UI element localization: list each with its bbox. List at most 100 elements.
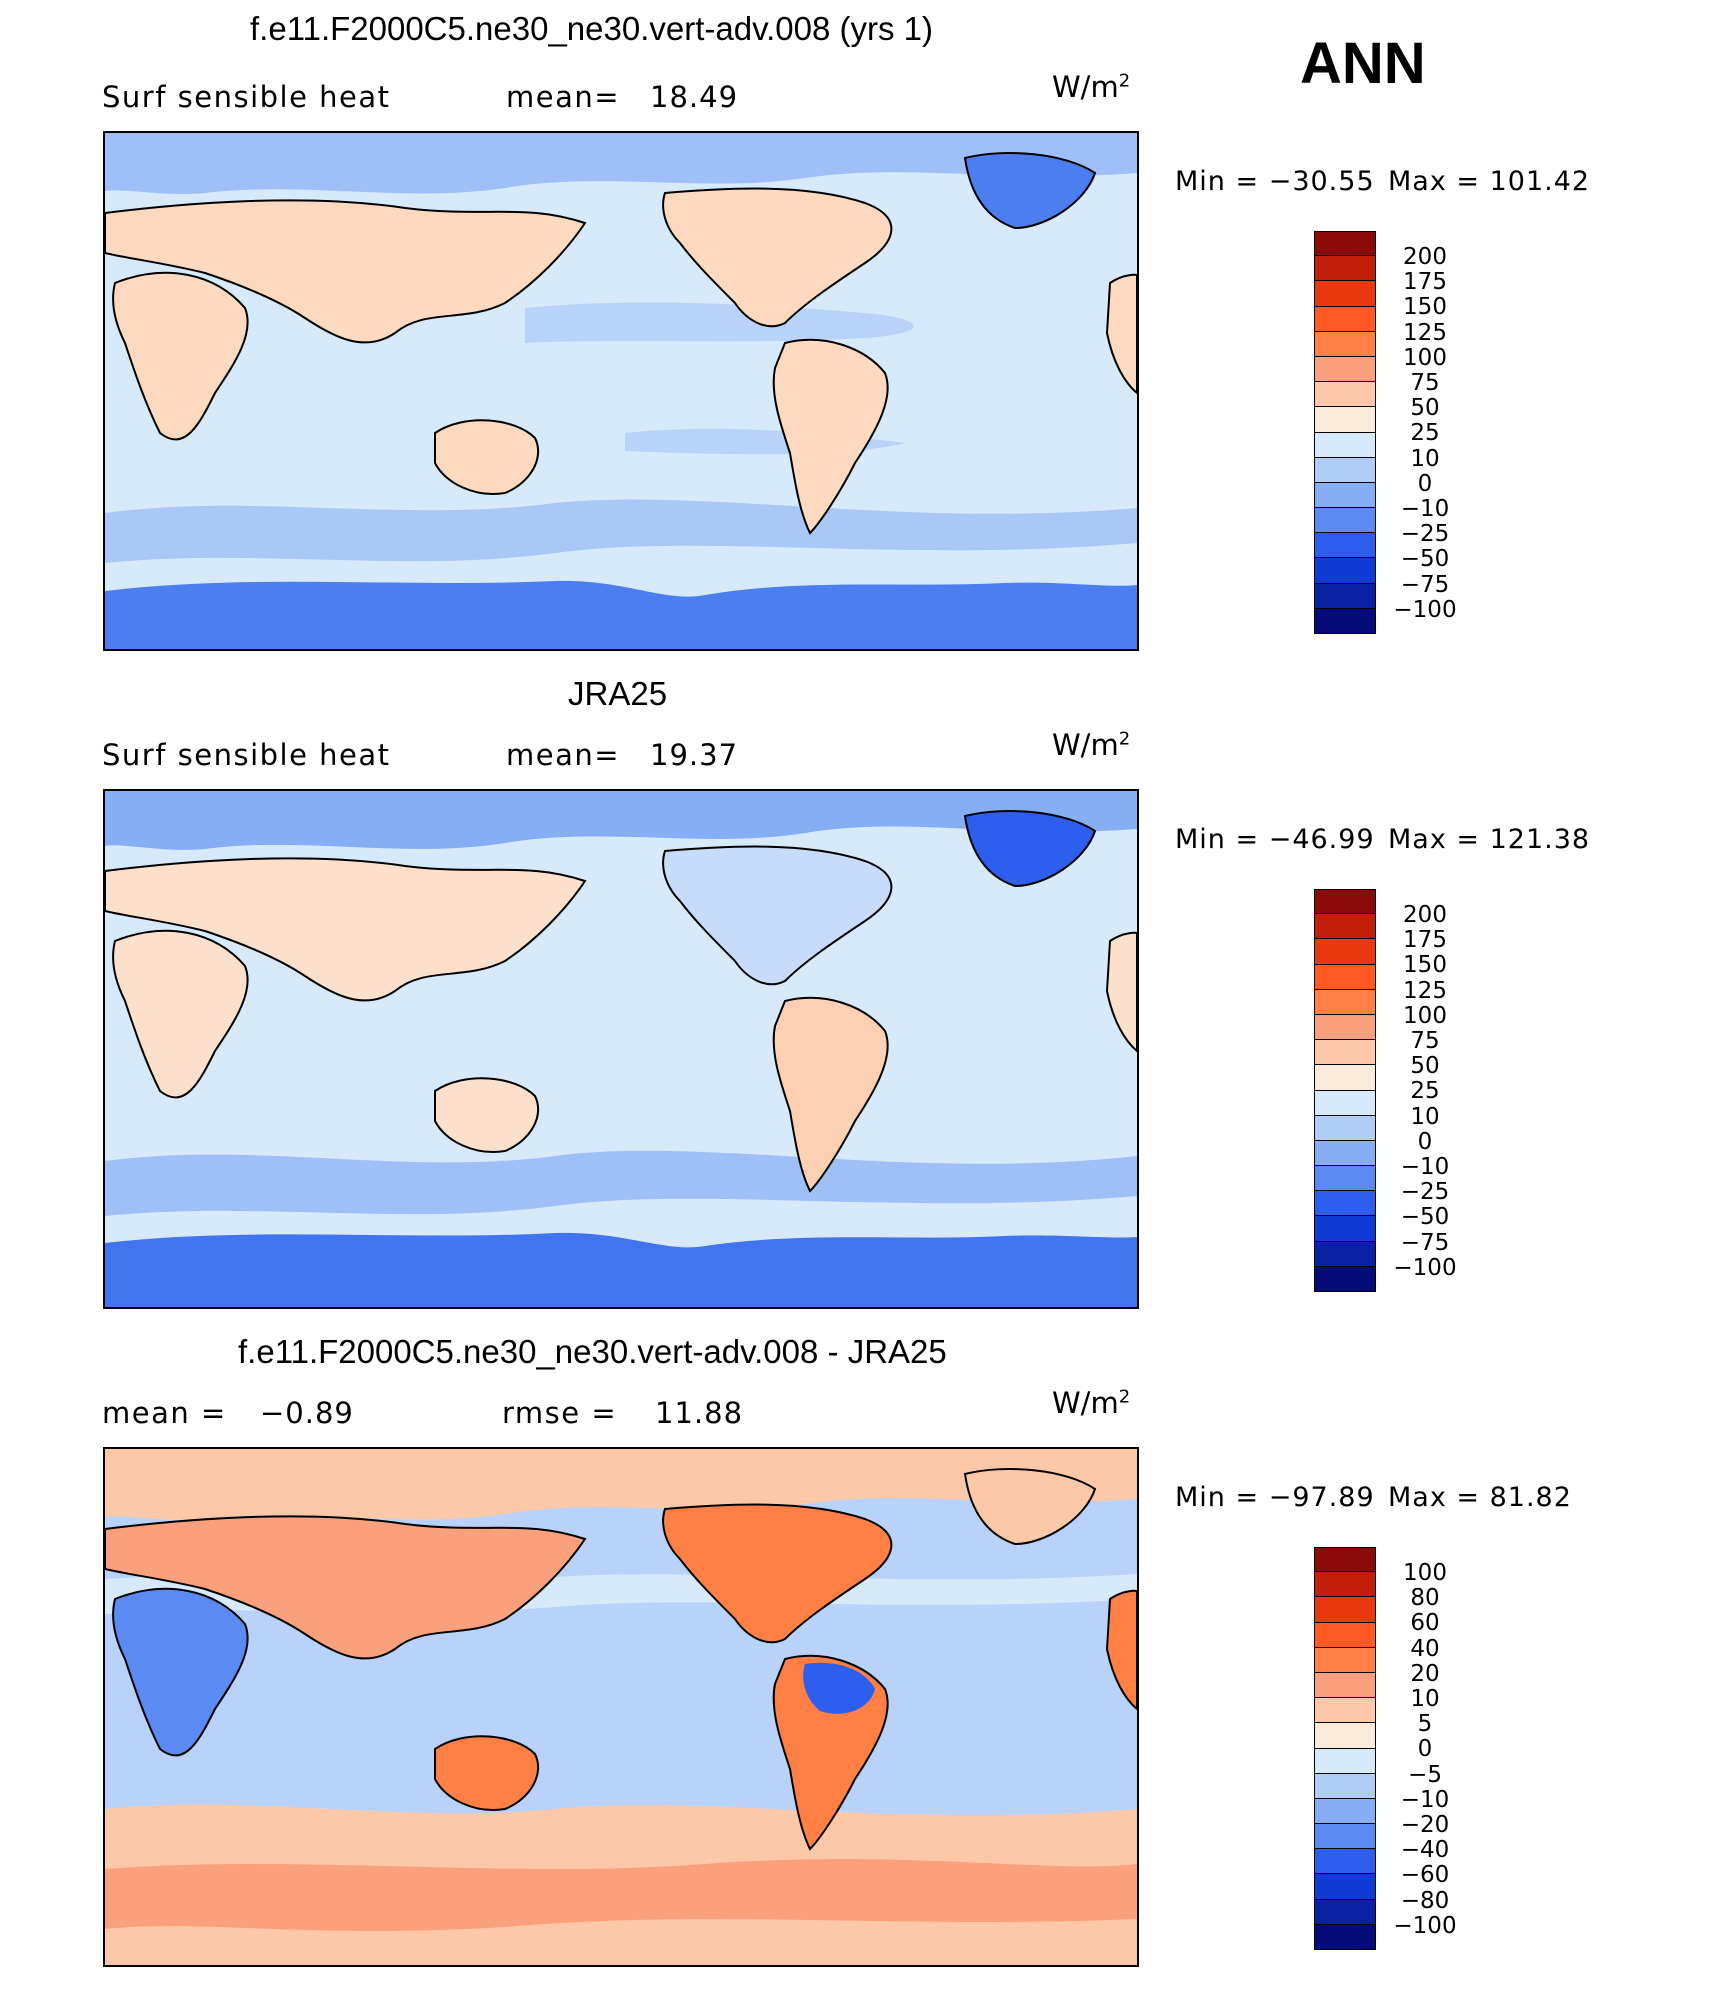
colorbar-tick-label: −60 (1400, 1862, 1450, 1889)
colorbar-tick-label: 175 (1403, 269, 1447, 296)
colorbar-cell (1314, 1572, 1376, 1598)
panel3-australia (434, 1735, 540, 1811)
colorbar-cell (1314, 608, 1376, 634)
colorbar-cell (1314, 508, 1376, 534)
colorbar-tick-label: 60 (1410, 1610, 1440, 1637)
panel3-max-label: Max = 81.82 (1388, 1482, 1572, 1513)
colorbar-cell (1314, 1748, 1376, 1774)
panel3-mean-value: −0.89 (260, 1396, 354, 1430)
colorbar-cell (1314, 382, 1376, 408)
colorbar-tick-label: 0 (1417, 1128, 1433, 1155)
panel2-north-america (662, 845, 893, 986)
panel3-africa-east-edge (1105, 1589, 1137, 1711)
panel1-variable-label: Surf sensible heat (102, 80, 391, 114)
colorbar-cell (1314, 1723, 1376, 1749)
colorbar-tick-label: −20 (1400, 1812, 1450, 1838)
colorbar-tick-label: 125 (1403, 319, 1447, 346)
panel1-australia (434, 419, 540, 495)
season-label: ANN (1300, 31, 1426, 96)
panel2-mean-value: 19.37 (650, 738, 739, 772)
panel2-greenland (963, 810, 1097, 888)
colorbar-cell (1314, 989, 1376, 1015)
panel1-title: f.e11.F2000C5.ne30_ne30.vert-adv.008 (yr… (250, 10, 934, 47)
panel3-units: W/m2 (1052, 1386, 1131, 1420)
colorbar-cell (1314, 356, 1376, 383)
colorbar-tick-label: −100 (1393, 596, 1457, 623)
panel2-map (103, 789, 1139, 1309)
colorbar-tick-label: −10 (1400, 1786, 1450, 1813)
panel1-units: W/m2 (1052, 70, 1131, 104)
colorbar-cell (1314, 1115, 1376, 1141)
colorbar-cell (1314, 432, 1376, 458)
colorbar-cell (1314, 1065, 1376, 1091)
colorbar-cell (1314, 533, 1376, 559)
panel2-africa (112, 929, 249, 1099)
colorbar-cell (1314, 1090, 1376, 1116)
panel3-colorbar (1314, 1547, 1376, 1950)
panel1-arctic-band (105, 133, 1137, 195)
panel2-colorbar (1314, 889, 1376, 1292)
colorbar-cell (1314, 281, 1376, 307)
panel1-africa-east-edge (1105, 273, 1137, 395)
panel3-mean-label: mean = (102, 1396, 227, 1430)
colorbar-cell (1314, 1849, 1376, 1875)
colorbar-tick-label: −100 (1393, 1912, 1457, 1939)
colorbar-tick-label: −25 (1400, 1179, 1450, 1206)
panel1-north-america (662, 187, 893, 328)
colorbar-tick-label: −75 (1400, 1229, 1450, 1256)
colorbar-tick-label: 25 (1410, 1078, 1440, 1105)
colorbar-cell (1314, 1874, 1376, 1900)
colorbar-tick-label: 75 (1410, 1028, 1440, 1054)
colorbar-tick-label: 10 (1410, 445, 1440, 472)
colorbar-cell (1314, 889, 1376, 915)
colorbar-cell (1314, 558, 1376, 584)
panel3-southern-band-strong (105, 1859, 1137, 1931)
panel3-rmse-value: 11.88 (655, 1396, 744, 1430)
panel2-max-label: Max = 121.38 (1388, 824, 1591, 855)
colorbar-cell (1314, 256, 1376, 282)
colorbar-cell (1314, 1040, 1376, 1066)
colorbar-tick-label: 80 (1410, 1585, 1440, 1612)
colorbar-cell (1314, 1547, 1376, 1573)
colorbar-cell (1314, 1191, 1376, 1217)
colorbar-cell (1314, 482, 1376, 509)
colorbar-tick-label: −25 (1400, 521, 1450, 548)
colorbar-cell (1314, 1622, 1376, 1648)
panel2-africa-east-edge (1105, 931, 1137, 1053)
colorbar-tick-label: 40 (1410, 1635, 1440, 1662)
panel3-min-label: Min = −97.89 (1175, 1482, 1375, 1513)
panel1-africa (112, 271, 249, 441)
panel1-min-label: Min = −30.55 (1175, 166, 1375, 197)
panel1-southern-band (105, 499, 1137, 563)
colorbar-cell (1314, 1647, 1376, 1673)
colorbar-tick-label: 0 (1417, 1736, 1433, 1763)
panel3-title: f.e11.F2000C5.ne30_ne30.vert-adv.008 - J… (238, 1333, 947, 1370)
colorbar-tick-label: −100 (1393, 1254, 1457, 1281)
panel1-map (103, 131, 1139, 651)
colorbar-cell (1314, 1241, 1376, 1267)
panel2-southern-band (105, 1150, 1137, 1216)
panel2-south-america (772, 996, 889, 1193)
panel1-mean-label: mean= (506, 80, 621, 114)
colorbar-tick-label: 25 (1410, 420, 1440, 447)
colorbar-cell (1314, 231, 1376, 257)
colorbar-cell (1314, 331, 1376, 357)
panel2-australia (434, 1077, 540, 1153)
colorbar-cell (1314, 939, 1376, 965)
panel2-arctic-band (105, 791, 1137, 850)
colorbar-tick-label: −50 (1400, 1204, 1450, 1231)
panel2-mean-label: mean= (506, 738, 621, 772)
colorbar-cell (1314, 583, 1376, 609)
colorbar-tick-label: −10 (1400, 1154, 1450, 1180)
colorbar-tick-label: 75 (1410, 370, 1440, 396)
colorbar-tick-label: −10 (1400, 496, 1450, 522)
colorbar-cell (1314, 1166, 1376, 1192)
panel3-rmse-label: rmse = (502, 1396, 618, 1430)
colorbar-cell (1314, 306, 1376, 332)
colorbar-tick-label: 150 (1403, 294, 1447, 321)
colorbar-tick-label: 200 (1403, 244, 1447, 270)
colorbar-cell (1314, 407, 1376, 433)
colorbar-tick-label: 200 (1403, 902, 1447, 928)
panel3-north-america (662, 1503, 893, 1644)
colorbar-tick-label: 100 (1403, 1002, 1447, 1029)
